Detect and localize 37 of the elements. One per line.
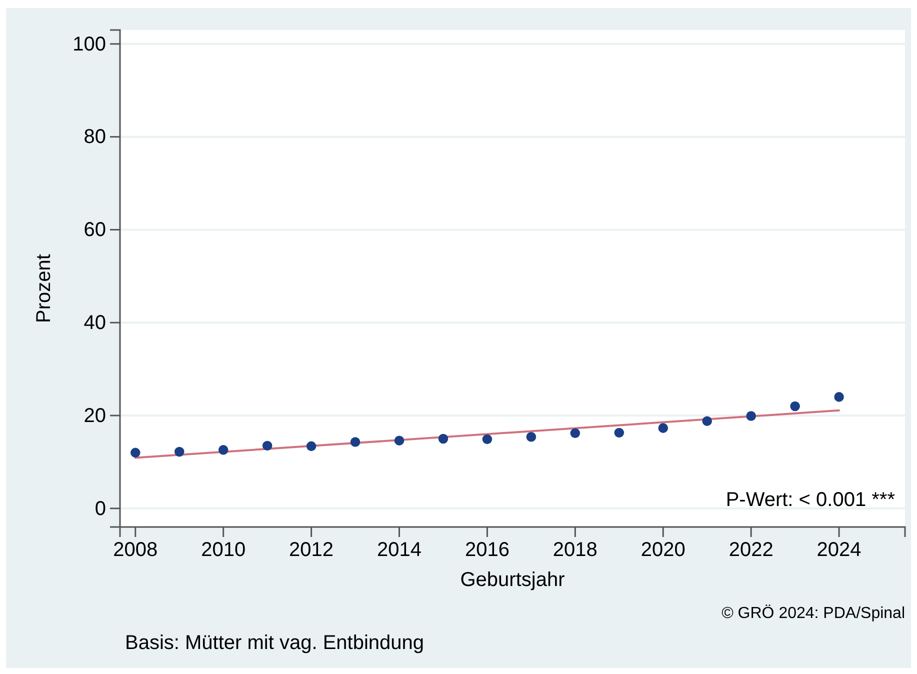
x-tick-label: 2020 — [640, 539, 686, 562]
point — [614, 428, 624, 438]
point — [746, 411, 756, 421]
point — [306, 441, 316, 452]
x-tick-label: 2022 — [728, 539, 774, 562]
point — [394, 436, 404, 446]
x-axis-title: Geburtsjahr — [460, 569, 566, 591]
point — [790, 401, 800, 412]
y-tick-label: 40 — [84, 312, 106, 334]
point — [218, 445, 228, 455]
x-tick-label: 2016 — [464, 539, 510, 562]
y-axis-title: Prozent — [33, 254, 55, 323]
y-tick-label: 60 — [84, 219, 106, 242]
y-tick-label: 20 — [84, 404, 106, 427]
text: Basis: Mütter mit vag. Entbindung — [125, 632, 424, 654]
y-tick-label: 80 — [84, 126, 106, 148]
point — [438, 434, 448, 444]
point — [482, 434, 492, 444]
point — [350, 437, 360, 447]
point — [834, 392, 844, 402]
y-tick-label: 0 — [94, 498, 106, 520]
point — [570, 428, 580, 438]
point — [262, 440, 272, 451]
point — [658, 423, 668, 433]
x-tick-label: 2014 — [377, 539, 422, 562]
x-tick-label: 2008 — [113, 539, 158, 562]
x-tick-label: 2010 — [201, 539, 246, 562]
x-tick-label: 2012 — [289, 539, 334, 562]
text: © GRÖ 2024: PDA/Spinal — [722, 604, 905, 622]
annotation: P-Wert: < 0.001 *** — [726, 489, 896, 511]
point — [702, 416, 712, 426]
point — [130, 448, 140, 458]
x-tick-label: 2018 — [552, 539, 598, 562]
x-tick-label: 2024 — [816, 539, 862, 562]
y-tick-label: 100 — [72, 33, 106, 56]
point — [174, 446, 184, 457]
point — [526, 432, 536, 442]
